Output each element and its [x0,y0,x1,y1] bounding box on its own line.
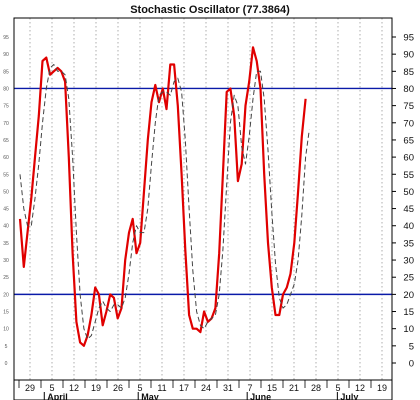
y-tick-label: 40 [403,221,414,232]
series-line-dashed [19,64,310,340]
x-tick-label: 21 [289,383,299,393]
x-tick-label: 5 [335,383,340,393]
month-label: June [250,392,271,400]
y-tick-label-left: 40 [3,224,9,230]
x-tick-label: 19 [377,383,387,393]
x-tick-label: 7 [247,383,252,393]
y-tick-label: 80 [403,84,414,95]
month-label: April [47,392,68,400]
y-tick-label: 95 [403,33,414,44]
x-tick-label: 11 [157,383,166,393]
x-tick-label: 17 [179,383,189,393]
y-tick-label: 50 [403,187,414,198]
grid-layer [29,18,383,380]
y-tick-label: 20 [403,290,414,301]
y-tick-label: 85 [403,67,414,78]
y-tick-label-left: 30 [3,258,9,264]
y-tick-label: 45 [403,204,414,215]
x-tick-label: 12 [355,383,365,393]
y-tick-label: 0 [409,359,414,370]
y-tick-label: 10 [403,324,414,335]
y-tick-label-left: 70 [3,121,9,127]
x-tick-label: 28 [311,383,321,393]
y-tick-label: 60 [403,153,414,164]
y-tick-label: 35 [403,238,414,249]
y-tick-label-left: 95 [3,35,9,41]
y-tick-label-left: 90 [3,52,9,58]
y-tick-label-left: 35 [3,241,9,247]
y-tick-label-left: 85 [3,69,9,75]
y-tick-label: 65 [403,135,414,146]
y-tick-label-left: 20 [3,292,9,298]
x-axis-ticks: 29 5 12 19 26 5 11 17 24 31 7 15 21 28 5 12 19 April May Ju… [18,380,387,400]
x-tick-label: 26 [113,383,123,393]
y-tick-label-left: 60 [3,155,9,161]
y-tick-label-left: 75 [3,104,9,110]
y-tick-label: 55 [403,170,414,181]
y-tick-label-left: 55 [3,172,9,178]
reference-lines [14,87,392,296]
x-tick-label: 24 [201,383,211,393]
x-tick-label: 19 [91,383,101,393]
y-tick-label: 15 [403,307,414,318]
series-layer [18,46,310,347]
x-tick-label: 15 [267,383,277,393]
y-tick-label: 25 [403,273,414,284]
y-tick-label-left: 80 [3,86,9,92]
series-line-solid [18,46,307,347]
month-label: July [340,392,358,400]
y-tick-label-left: 45 [3,207,9,213]
y-tick-label-left: 15 [3,310,9,316]
month-label: May [141,392,159,400]
x-axis-band [13,379,393,400]
y-tick-label-left: 25 [3,275,9,281]
chart-title: Stochastic Oscillator (77.3864) [130,4,290,16]
y-tick-label-left: 65 [3,138,9,144]
x-tick-label: 31 [223,383,233,393]
y-tick-label: 5 [409,341,414,352]
y-tick-label: 30 [403,256,414,267]
y-tick-label-left: 50 [3,189,9,195]
x-tick-label: 5 [49,383,54,393]
x-tick-label: 12 [69,383,79,393]
y-tick-label: 70 [403,118,414,129]
x-tick-label: 29 [25,383,35,393]
x-tick-label: 5 [137,383,142,393]
y-tick-label: 90 [403,50,414,61]
y-tick-label-left: 5 [5,344,8,350]
y-tick-label-left: 10 [3,327,9,333]
y-axis-ticks: 0055101015152020252530303535404045455050… [3,33,414,370]
y-tick-label-left: 0 [5,361,8,367]
y-tick-label: 75 [403,101,414,112]
